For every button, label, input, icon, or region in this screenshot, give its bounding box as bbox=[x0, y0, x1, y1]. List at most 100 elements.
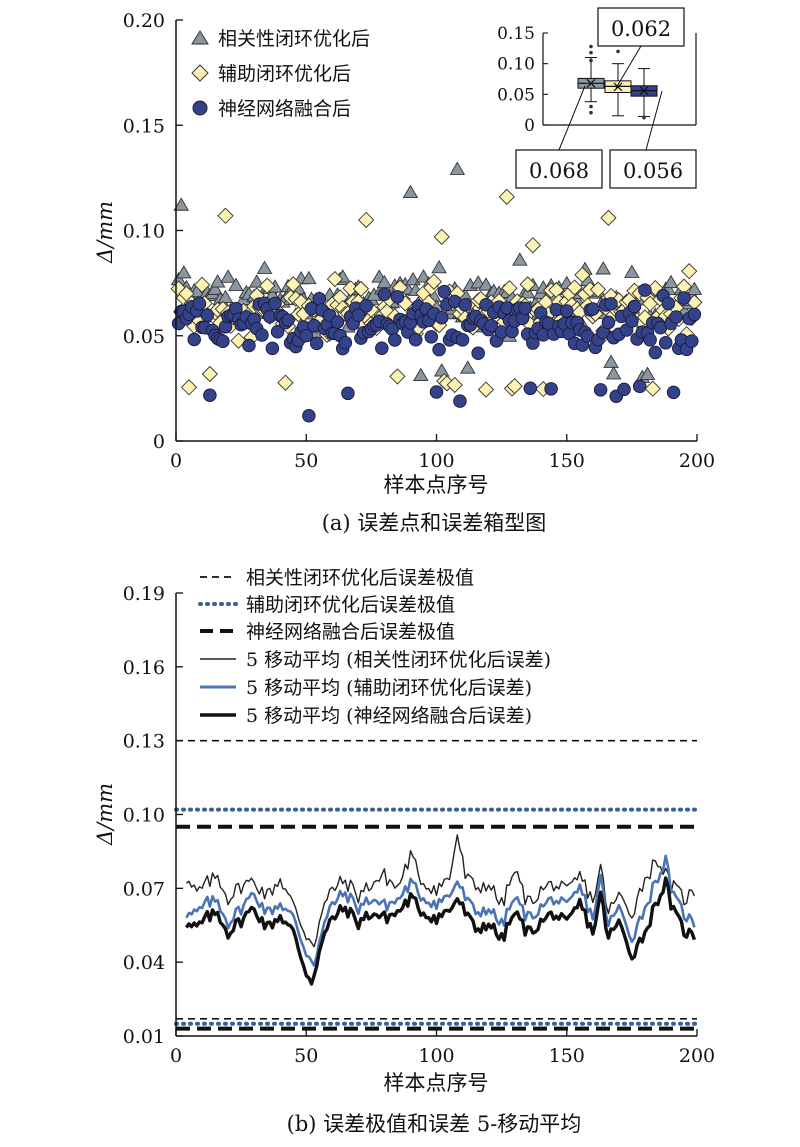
data-point-circle bbox=[484, 318, 498, 333]
panel-b-x-axis-label: 样本点序号 bbox=[384, 1071, 489, 1095]
data-point-circle bbox=[432, 342, 446, 357]
data-point-circle bbox=[203, 388, 217, 402]
data-point-diamond bbox=[180, 379, 198, 396]
data-point-diamond bbox=[342, 280, 359, 297]
data-point-triangle bbox=[228, 277, 244, 291]
data-point-circle bbox=[658, 336, 673, 350]
data-point-circle bbox=[661, 296, 676, 311]
data-point-circle bbox=[453, 394, 467, 408]
box-mean-marker bbox=[586, 78, 596, 88]
scatter-points bbox=[170, 161, 703, 423]
data-point-circle bbox=[302, 408, 316, 423]
data-point-circle bbox=[216, 334, 230, 348]
data-point-triangle bbox=[173, 197, 189, 211]
panel-b-lines bbox=[174, 739, 699, 1031]
data-point-circle bbox=[687, 307, 702, 322]
y-tick-label: 0.19 bbox=[123, 583, 165, 605]
data-point-diamond bbox=[277, 374, 294, 391]
x-tick-label: 200 bbox=[679, 450, 715, 472]
data-point-diamond bbox=[574, 266, 591, 284]
data-point-circle bbox=[632, 379, 647, 394]
data-point-circle bbox=[434, 310, 449, 325]
box-outlier bbox=[589, 44, 593, 49]
data-point-diamond bbox=[230, 332, 247, 349]
legend-label-ma-1: 5 移动平均 (相关性闭环优化后误差) bbox=[246, 649, 551, 671]
data-point-triangle bbox=[431, 259, 447, 274]
data-point-circle bbox=[560, 304, 574, 318]
data-point-triangle bbox=[248, 274, 265, 288]
data-point-diamond bbox=[644, 380, 661, 397]
x-tick-label: 100 bbox=[418, 450, 454, 472]
data-point-triangle bbox=[639, 366, 656, 380]
data-point-circle bbox=[187, 332, 201, 347]
legend-label-ma-3: 5 移动平均 (神经网络融合后误差) bbox=[246, 705, 532, 727]
x-tick-label: 0 bbox=[170, 450, 182, 472]
legend-label-extreme-2: 辅助闭环优化后误差极值 bbox=[246, 594, 455, 616]
data-point-triangle bbox=[449, 161, 466, 175]
box-outlier bbox=[642, 115, 646, 120]
data-point-circle bbox=[601, 315, 616, 330]
x-tick-label: 50 bbox=[294, 1045, 318, 1067]
inset-y-tick-label: 0.15 bbox=[497, 24, 535, 44]
y-tick-label: 0.05 bbox=[123, 326, 165, 348]
y-tick-label: 0.20 bbox=[123, 10, 165, 32]
inset-y-tick-label: 0.05 bbox=[497, 85, 535, 105]
data-point-circle bbox=[330, 315, 345, 329]
data-point-diamond bbox=[217, 207, 234, 224]
data-point-circle bbox=[312, 292, 327, 306]
box-outlier bbox=[589, 50, 593, 55]
data-point-triangle bbox=[595, 261, 612, 275]
data-point-circle bbox=[458, 298, 472, 312]
data-point-circle bbox=[625, 314, 639, 328]
data-point-diamond bbox=[681, 263, 698, 280]
data-point-circle bbox=[265, 341, 280, 356]
data-point-triangle bbox=[663, 274, 679, 289]
legend-label-series-2: 辅助闭环优化后 bbox=[218, 63, 351, 85]
data-point-circle bbox=[388, 333, 402, 347]
y-tick-label: 0.16 bbox=[123, 657, 165, 679]
data-point-triangle bbox=[605, 366, 622, 380]
data-point-circle bbox=[424, 330, 439, 344]
data-point-circle bbox=[638, 283, 652, 297]
data-point-triangle bbox=[256, 260, 273, 274]
y-tick-label: 0.04 bbox=[123, 952, 165, 974]
data-point-circle bbox=[341, 386, 355, 401]
data-point-diamond bbox=[600, 209, 617, 227]
box-outlier bbox=[589, 104, 593, 109]
data-point-triangle bbox=[624, 264, 640, 278]
data-point-circle bbox=[299, 328, 314, 343]
legend-label-series-3: 神经网络融合后 bbox=[218, 98, 351, 120]
panel-a-ticks: 0 0.05 0.10 0.15 0.20 0 50 100 150 200 bbox=[123, 10, 715, 472]
x-tick-label: 200 bbox=[679, 1045, 715, 1067]
x-tick-label: 150 bbox=[549, 450, 585, 472]
moving-average-line-2 bbox=[185, 854, 696, 967]
data-point-circle bbox=[390, 290, 405, 304]
data-point-circle bbox=[523, 381, 538, 396]
inset-boxes bbox=[577, 44, 658, 120]
panel-b-ticks: 0.01 0.04 0.07 0.10 0.13 0.16 0.19 0 50 100 150 200 bbox=[123, 583, 715, 1067]
data-point-diamond bbox=[425, 273, 443, 290]
data-point-triangle bbox=[301, 270, 317, 285]
data-point-circle bbox=[627, 299, 642, 314]
data-point-circle bbox=[242, 338, 256, 353]
callout-value-2: 0.062 bbox=[611, 17, 671, 41]
data-point-diamond bbox=[201, 365, 219, 383]
callout-leader-3 bbox=[645, 90, 663, 151]
data-point-circle bbox=[648, 345, 663, 360]
legend-label-extreme-1: 相关性闭环优化后误差极值 bbox=[246, 567, 474, 589]
data-point-triangle bbox=[433, 363, 450, 377]
panel-b-legend: 相关性闭环优化后误差极值 辅助闭环优化后误差极值 神经网络融合后误差极值 5 移… bbox=[198, 567, 551, 727]
panel-a-scatter-chart: 0 0.05 0.10 0.15 0.20 0 50 100 150 200 样本点序号 Δ/mm… bbox=[93, 7, 715, 535]
panel-a-legend: 相关性闭环优化后 辅助闭环优化后 神经网络融合后 bbox=[191, 28, 370, 120]
data-point-circle bbox=[309, 336, 324, 351]
callout-box-1 bbox=[515, 149, 603, 189]
data-point-circle bbox=[200, 308, 215, 322]
callout-value-3: 0.056 bbox=[623, 159, 683, 183]
data-point-circle bbox=[593, 383, 608, 397]
data-point-diamond bbox=[498, 188, 515, 205]
y-tick-label: 0 bbox=[153, 431, 165, 453]
x-tick-label: 150 bbox=[549, 1045, 585, 1067]
data-point-circle bbox=[408, 332, 423, 347]
data-point-diamond bbox=[477, 381, 495, 398]
